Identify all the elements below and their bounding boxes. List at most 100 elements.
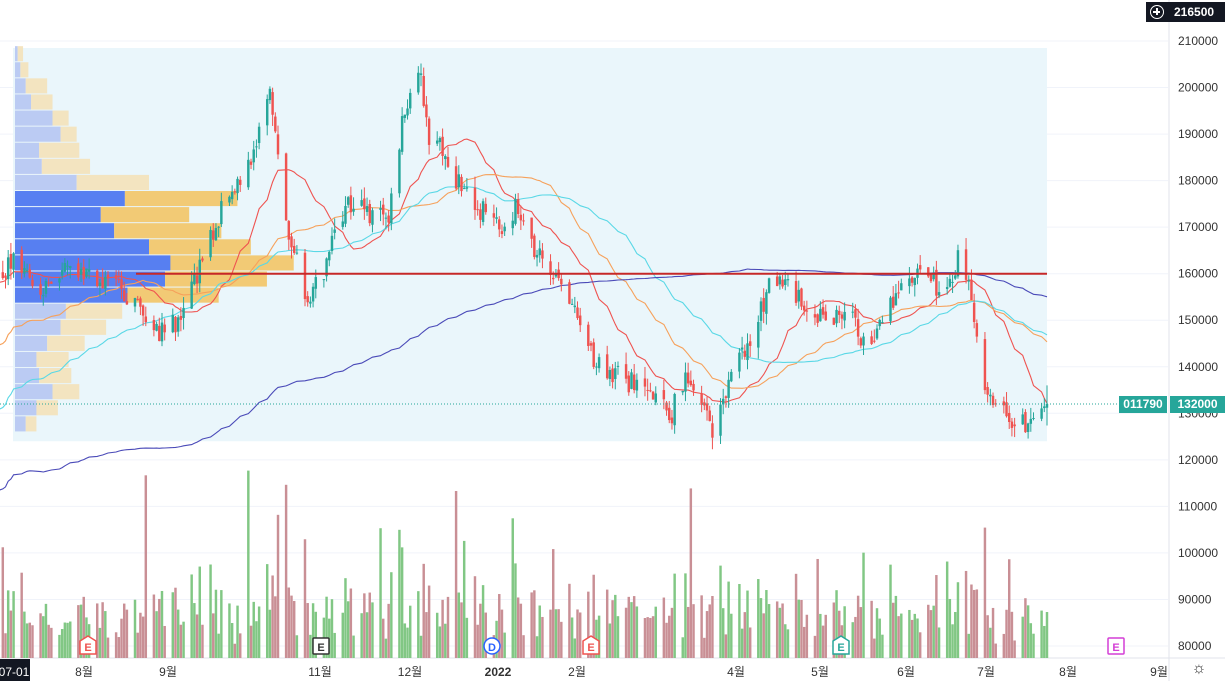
volume-bar	[891, 602, 895, 658]
candle-body	[495, 217, 498, 219]
candle-body	[179, 315, 183, 320]
volume-bar	[900, 613, 903, 658]
candle	[972, 293, 976, 329]
candle-body	[870, 336, 873, 344]
volume-bar	[1005, 609, 1008, 658]
volume-bar	[209, 564, 212, 658]
candle	[438, 136, 442, 151]
candle	[624, 352, 628, 384]
candle-body	[325, 258, 328, 277]
volume-bar	[303, 539, 307, 658]
vp-bar-down	[17, 46, 24, 62]
candle	[651, 391, 655, 400]
volume-bar	[970, 584, 973, 658]
candle	[460, 174, 463, 197]
candle-body	[813, 314, 817, 318]
volume-bar	[800, 599, 803, 658]
candle-body	[479, 209, 482, 220]
volume-bar	[287, 587, 291, 658]
volume-bar	[195, 614, 199, 658]
settings-icon[interactable]: ☼	[1191, 660, 1207, 677]
vp-bar-down	[65, 303, 123, 319]
candle	[1005, 392, 1008, 418]
event-marker-label: E	[837, 642, 844, 654]
candle	[533, 233, 536, 260]
candle-body	[757, 321, 760, 348]
volume-bar	[481, 585, 485, 658]
candle-body	[748, 341, 752, 346]
event-marker-label: E	[317, 642, 324, 654]
price-axis[interactable]: 210000 200000 190000 180000 170000 160000 1500…	[1178, 34, 1218, 653]
candle-body	[975, 323, 979, 337]
volume-bar	[927, 604, 930, 658]
candle	[889, 295, 892, 325]
candle-body	[82, 266, 85, 280]
volume-bar	[554, 609, 558, 658]
volume-bar	[77, 605, 80, 658]
volume-bar	[408, 605, 412, 658]
plus-circle-icon[interactable]	[1150, 5, 1164, 19]
candle-body	[597, 357, 601, 369]
volume-bar	[120, 618, 123, 658]
candle	[721, 388, 725, 415]
vp-bar-up	[15, 94, 32, 110]
price-scale-top-badge[interactable]: 216500	[1146, 2, 1225, 22]
candle-body	[333, 229, 336, 233]
candle	[60, 262, 64, 280]
candle-body	[303, 252, 307, 300]
candle	[25, 263, 29, 274]
candle-body	[155, 323, 158, 331]
candle-body	[662, 390, 666, 400]
volume-bar	[538, 605, 541, 658]
candle-body	[878, 319, 881, 327]
candle-body	[268, 88, 272, 101]
candle	[1008, 405, 1011, 429]
candle-body	[209, 229, 212, 258]
event-marker: E	[582, 635, 600, 655]
volume-bar	[179, 624, 183, 658]
candle-body	[384, 217, 388, 219]
volume-bar	[964, 570, 968, 658]
time-axis[interactable]: 07-01 8월 9월 11월 12월 2022 2월 4월 5월 6월 7월 8월 9월	[0, 659, 1168, 681]
candle-body	[66, 265, 69, 267]
candle	[891, 285, 895, 311]
candle-body	[889, 297, 892, 322]
candle-body	[552, 277, 555, 280]
candle	[406, 99, 409, 120]
candle	[851, 302, 854, 319]
candle-body	[344, 205, 347, 224]
candle	[341, 211, 344, 230]
candle	[217, 226, 220, 238]
volume-bar	[247, 470, 250, 658]
candle-body	[295, 252, 299, 254]
candle-body	[605, 354, 609, 379]
candle	[503, 222, 506, 237]
candle	[910, 275, 914, 287]
candle	[597, 353, 601, 373]
volume-bar	[627, 596, 631, 658]
candle-body	[104, 276, 107, 289]
candle	[802, 300, 806, 316]
candle-body	[217, 226, 220, 228]
volume-bar	[757, 579, 760, 658]
volume-bar	[781, 603, 784, 658]
volume-bar	[605, 589, 609, 658]
candle-body	[991, 395, 995, 406]
candle	[20, 246, 23, 279]
candle	[85, 268, 88, 279]
volume-bar	[249, 625, 253, 658]
vp-bar-up	[15, 62, 21, 78]
candle-body	[50, 281, 53, 284]
volume-bar	[265, 564, 269, 658]
vp-bar-up	[15, 351, 37, 368]
candle	[144, 306, 148, 327]
candle-body	[568, 282, 571, 304]
candle	[913, 277, 917, 297]
candle	[255, 139, 258, 158]
volume-bar	[913, 613, 917, 658]
candle	[813, 304, 817, 326]
volume-bar	[101, 602, 104, 658]
volume-bar	[576, 609, 579, 658]
volume-bar	[465, 617, 469, 658]
